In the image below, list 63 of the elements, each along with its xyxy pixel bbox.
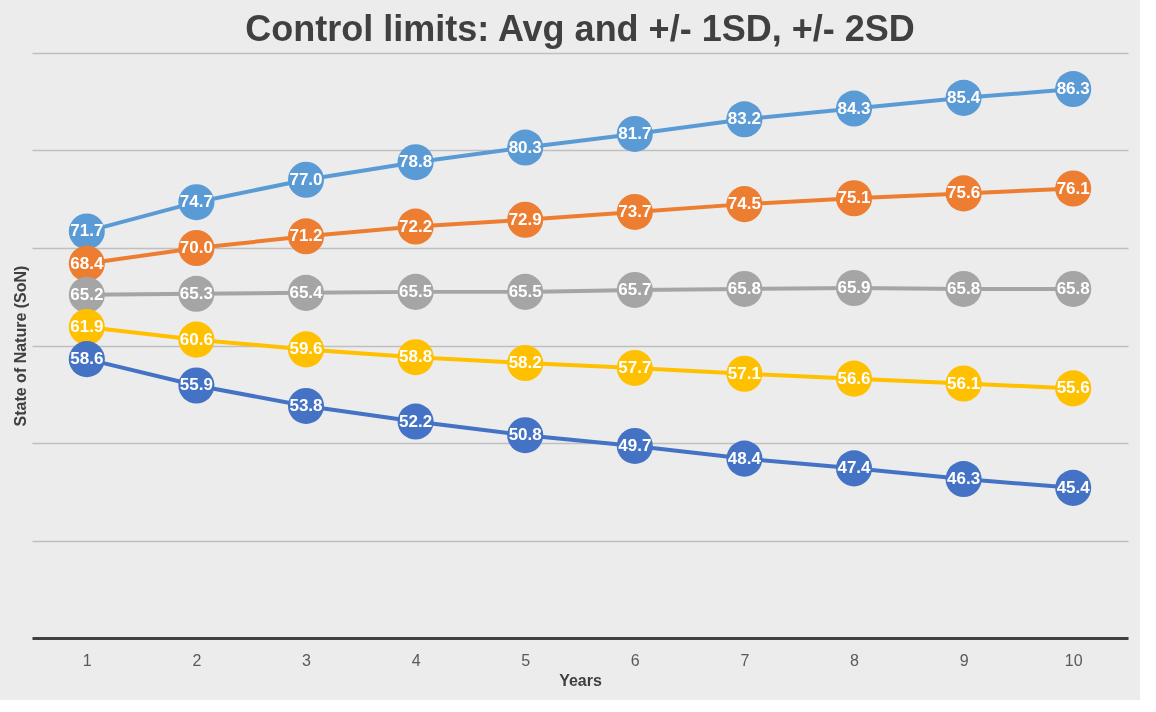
- data-label: 58.8: [399, 347, 433, 367]
- data-label: 73.7: [618, 201, 652, 221]
- chart-title: Control limits: Avg and +/- 1SD, +/- 2SD: [245, 8, 915, 49]
- data-label: 65.8: [1056, 278, 1090, 298]
- data-label: 65.5: [508, 281, 542, 301]
- data-label: 65.9: [837, 277, 871, 297]
- x-tick-label: 8: [850, 651, 860, 669]
- data-label: 75.1: [837, 188, 871, 208]
- x-tick-label: 7: [740, 651, 750, 669]
- data-label: 83.2: [727, 109, 761, 129]
- data-label: 45.4: [1056, 477, 1091, 497]
- data-label: 55.6: [1056, 378, 1090, 398]
- x-tick-label: 4: [411, 651, 421, 669]
- data-label: 53.8: [289, 395, 323, 415]
- data-label: 70.0: [179, 238, 213, 257]
- data-label: 72.2: [399, 216, 433, 236]
- x-tick-label: 10: [1064, 651, 1083, 669]
- data-label: 65.3: [179, 283, 213, 303]
- data-label: 71.7: [70, 221, 104, 241]
- x-axis-title: Years: [559, 671, 602, 689]
- data-label: 81.7: [618, 123, 652, 143]
- data-label: 60.6: [179, 329, 213, 349]
- data-label: 61.9: [70, 316, 104, 336]
- data-label: 56.6: [837, 368, 871, 388]
- x-tick-label: 3: [302, 651, 312, 669]
- data-label: 85.4: [947, 87, 981, 107]
- data-label: 65.4: [289, 282, 324, 302]
- data-label: 52.2: [399, 411, 433, 431]
- data-label: 55.9: [179, 375, 213, 395]
- x-tick-label: 1: [82, 651, 92, 669]
- data-label: 84.3: [837, 98, 871, 118]
- data-label: 57.1: [727, 363, 761, 383]
- data-label: 65.8: [947, 278, 981, 298]
- data-label: 46.3: [947, 469, 981, 489]
- x-tick-label: 6: [630, 651, 640, 669]
- x-tick-label: 9: [959, 651, 969, 669]
- data-label: 65.5: [399, 281, 433, 301]
- data-label: 65.7: [618, 279, 652, 299]
- x-tick-label: 5: [521, 651, 531, 669]
- data-label: 47.4: [837, 458, 872, 478]
- data-label: 75.6: [947, 183, 981, 203]
- data-label: 72.9: [508, 209, 542, 229]
- data-label: 65.2: [70, 284, 104, 304]
- y-axis-title: State of Nature (SoN): [11, 265, 29, 427]
- data-label: 74.5: [727, 194, 761, 214]
- data-label: 76.1: [1056, 178, 1090, 198]
- data-label: 58.2: [508, 353, 542, 373]
- data-label: 65.8: [727, 278, 761, 298]
- data-label: 48.4: [727, 448, 762, 468]
- data-label: 71.2: [289, 226, 323, 246]
- data-label: 59.6: [289, 339, 323, 359]
- data-label: 77.0: [289, 169, 323, 189]
- data-label: 78.8: [399, 152, 433, 172]
- data-label: 68.4: [70, 253, 104, 273]
- data-label: 58.6: [70, 349, 104, 369]
- data-label: 57.7: [618, 357, 652, 377]
- data-label: 86.3: [1056, 79, 1090, 99]
- data-label: 56.1: [947, 373, 981, 393]
- data-label: 80.3: [508, 137, 542, 157]
- data-label: 49.7: [618, 435, 652, 455]
- x-tick-label: 2: [192, 651, 202, 669]
- data-label: 74.7: [179, 192, 213, 212]
- data-label: 50.8: [508, 425, 542, 445]
